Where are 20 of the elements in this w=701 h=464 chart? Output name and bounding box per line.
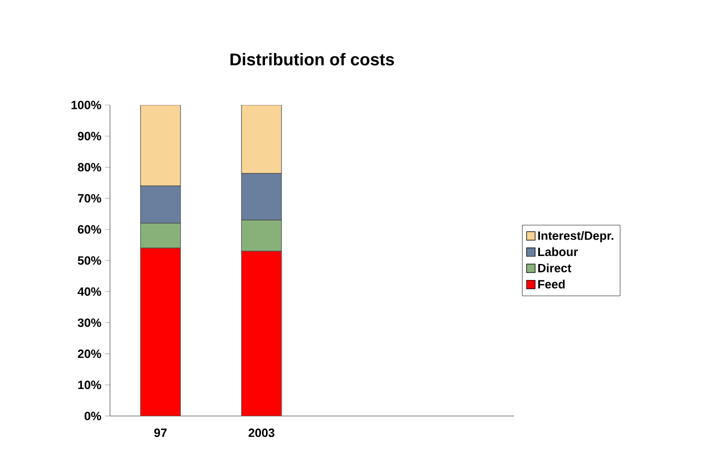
legend-label: Labour xyxy=(538,247,578,256)
bar xyxy=(241,250,282,416)
y-tick-label: 70% xyxy=(78,194,102,203)
y-tick-label: 20% xyxy=(78,350,102,358)
y-tick-label: 50% xyxy=(78,256,102,265)
chart-title: Distribution of costs xyxy=(230,52,394,66)
y-tick-label: 60% xyxy=(78,225,102,234)
y-tick-label: 40% xyxy=(78,287,102,296)
x-tick-label: 2003 xyxy=(248,428,274,438)
legend-label: Direct xyxy=(538,264,572,272)
y-tick-label: 0% xyxy=(84,412,102,420)
y-tick-label: 80% xyxy=(78,162,102,172)
y-tick-label: 30% xyxy=(78,318,102,327)
x-tick-label: 97 xyxy=(154,428,167,438)
legend-label: Feed xyxy=(538,280,565,288)
legend-label: Interest/Depr. xyxy=(538,231,614,242)
y-tick-label: 100% xyxy=(72,100,102,110)
y-tick-label: 10% xyxy=(78,380,102,390)
bar xyxy=(140,248,181,416)
y-tick-label: 90% xyxy=(78,132,102,140)
